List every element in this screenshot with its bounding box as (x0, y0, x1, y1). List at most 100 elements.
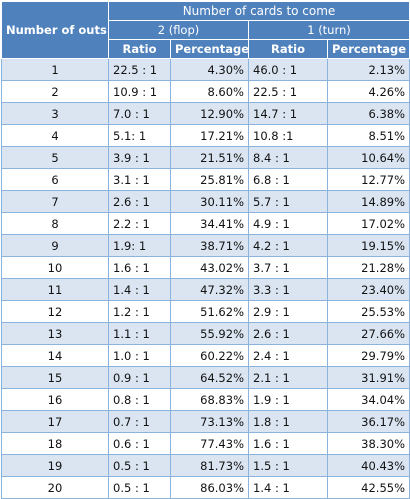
cell-flop-percentage: 43.02% (170, 256, 249, 279)
cell-turn-ratio: 2.1 : 1 (248, 366, 328, 389)
header-cards-to-come: Number of cards to come (107, 1, 410, 21)
cell-turn-percentage: 29.79% (326, 344, 410, 367)
cell-flop-percentage: 34.41% (170, 212, 249, 235)
cell-outs: 16 (1, 388, 109, 411)
cell-flop-percentage: 64.52% (170, 366, 249, 389)
cell-turn-ratio: 14.7 : 1 (248, 102, 328, 125)
cell-flop-ratio: 0.5 : 1 (108, 454, 171, 477)
cell-flop-percentage: 8.60% (170, 80, 249, 103)
cell-outs: 6 (1, 168, 109, 191)
table-row: 3 7.0 : 1 12.90% 14.7 : 1 6.38% (1, 102, 410, 125)
cell-turn-percentage: 19.15% (326, 234, 410, 257)
cell-outs: 11 (1, 278, 109, 301)
table-row: 15 0.9 : 1 64.52% 2.1 : 1 31.91% (1, 366, 410, 389)
cell-turn-percentage: 36.17% (326, 410, 410, 433)
cell-flop-percentage: 55.92% (170, 322, 249, 345)
cell-turn-percentage: 17.02% (326, 212, 410, 235)
cell-outs: 13 (1, 322, 109, 345)
cell-turn-percentage: 14.89% (326, 190, 410, 213)
cell-outs: 10 (1, 256, 109, 279)
cell-outs: 19 (1, 454, 109, 477)
cell-outs: 14 (1, 344, 109, 367)
table-row: 4 5.1: 1 17.21% 10.8 :1 8.51% (1, 124, 410, 147)
cell-flop-ratio: 0.8 : 1 (108, 388, 171, 411)
cell-flop-percentage: 81.73% (170, 454, 249, 477)
cell-outs: 7 (1, 190, 109, 213)
cell-turn-percentage: 42.55% (326, 476, 410, 499)
cell-flop-ratio: 0.7 : 1 (108, 410, 171, 433)
cell-flop-percentage: 68.83% (170, 388, 249, 411)
cell-flop-ratio: 3.1 : 1 (108, 168, 171, 191)
cell-flop-percentage: 4.30% (170, 58, 249, 81)
cell-turn-ratio: 1.4 : 1 (248, 476, 328, 499)
cell-turn-ratio: 2.9 : 1 (248, 300, 328, 323)
cell-turn-percentage: 2.13% (326, 58, 410, 81)
header-row-columns: Ratio Percentage Ratio Percentage (2, 39, 410, 59)
cell-outs: 12 (1, 300, 109, 323)
cell-flop-ratio: 0.5 : 1 (108, 476, 171, 499)
cell-outs: 17 (1, 410, 109, 433)
cell-turn-percentage: 12.77% (326, 168, 410, 191)
cell-turn-ratio: 1.9 : 1 (248, 388, 328, 411)
cell-turn-ratio: 1.6 : 1 (248, 432, 328, 455)
header-flop: 2 (flop) (108, 20, 249, 40)
header-turn-ratio: Ratio (248, 39, 328, 59)
cell-flop-ratio: 1.4 : 1 (108, 278, 171, 301)
table-row: 5 3.9 : 1 21.51% 8.4 : 1 10.64% (1, 146, 410, 169)
cell-flop-percentage: 25.81% (170, 168, 249, 191)
header-row-streets: 2 (flop) 1 (turn) (2, 20, 410, 40)
cell-turn-ratio: 10.8 :1 (248, 124, 328, 147)
table-header: Number of outs Number of cards to come 2… (1, 1, 410, 59)
cell-turn-percentage: 10.64% (326, 146, 410, 169)
table-row: 8 2.2 : 1 34.41% 4.9 : 1 17.02% (1, 212, 410, 235)
table-row: 11 1.4 : 1 47.32% 3.3 : 1 23.40% (1, 278, 410, 301)
cell-turn-ratio: 8.4 : 1 (248, 146, 328, 169)
cell-flop-ratio: 2.6 : 1 (108, 190, 171, 213)
cell-turn-ratio: 46.0 : 1 (248, 58, 328, 81)
cell-turn-ratio: 22.5 : 1 (248, 80, 328, 103)
table-row: 19 0.5 : 1 81.73% 1.5 : 1 40.43% (1, 454, 410, 477)
cell-flop-ratio: 0.9 : 1 (108, 366, 171, 389)
cell-turn-percentage: 23.40% (326, 278, 410, 301)
table-row: 17 0.7 : 1 73.13% 1.8 : 1 36.17% (1, 410, 410, 433)
cell-turn-percentage: 27.66% (326, 322, 410, 345)
table-row: 10 1.6 : 1 43.02% 3.7 : 1 21.28% (1, 256, 410, 279)
cell-turn-percentage: 40.43% (326, 454, 410, 477)
cell-outs: 20 (1, 476, 109, 499)
cell-flop-ratio: 10.9 : 1 (108, 80, 171, 103)
header-turn: 1 (turn) (247, 20, 410, 40)
cell-flop-percentage: 30.11% (170, 190, 249, 213)
table-row: 6 3.1 : 1 25.81% 6.8 : 1 12.77% (1, 168, 410, 191)
cell-turn-ratio: 2.4 : 1 (248, 344, 328, 367)
cell-flop-percentage: 77.43% (170, 432, 249, 455)
cell-flop-percentage: 47.32% (170, 278, 249, 301)
header-number-of-outs: Number of outs (1, 1, 109, 59)
cell-turn-percentage: 21.28% (326, 256, 410, 279)
table-row: 20 0.5 : 1 86.03% 1.4 : 1 42.55% (1, 476, 410, 499)
cell-turn-percentage: 8.51% (326, 124, 410, 147)
cell-turn-ratio: 2.6 : 1 (248, 322, 328, 345)
table-row: 1 22.5 : 1 4.30% 46.0 : 1 2.13% (1, 58, 410, 81)
cell-outs: 5 (1, 146, 109, 169)
header-flop-ratio: Ratio (108, 39, 171, 59)
cell-outs: 9 (1, 234, 109, 257)
table-row: 13 1.1 : 1 55.92% 2.6 : 1 27.66% (1, 322, 410, 345)
cell-outs: 1 (1, 58, 109, 81)
cell-flop-ratio: 0.6 : 1 (108, 432, 171, 455)
table-row: 9 1.9: 1 38.71% 4.2 : 1 19.15% (1, 234, 410, 257)
cell-outs: 3 (1, 102, 109, 125)
cell-turn-ratio: 3.7 : 1 (248, 256, 328, 279)
cell-flop-ratio: 1.6 : 1 (108, 256, 171, 279)
cell-flop-percentage: 51.62% (170, 300, 249, 323)
cell-flop-percentage: 60.22% (170, 344, 249, 367)
cell-turn-percentage: 25.53% (326, 300, 410, 323)
cell-flop-ratio: 3.9 : 1 (108, 146, 171, 169)
table-row: 16 0.8 : 1 68.83% 1.9 : 1 34.04% (1, 388, 410, 411)
table-row: 18 0.6 : 1 77.43% 1.6 : 1 38.30% (1, 432, 410, 455)
cell-outs: 18 (1, 432, 109, 455)
header-flop-percentage: Percentage (170, 39, 249, 59)
table-row: 14 1.0 : 1 60.22% 2.4 : 1 29.79% (1, 344, 410, 367)
cell-flop-ratio: 1.2 : 1 (108, 300, 171, 323)
